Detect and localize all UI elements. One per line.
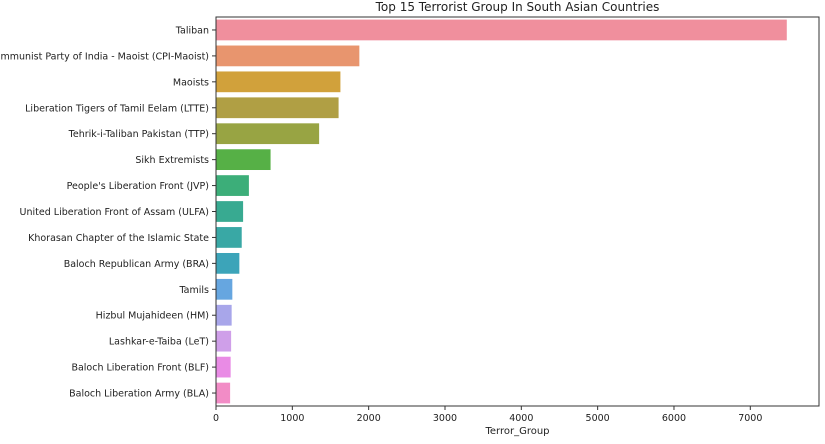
bar xyxy=(216,123,320,145)
y-tick-label: Lashkar-e-Taiba (LeT) xyxy=(109,337,209,348)
bar xyxy=(216,278,233,300)
chart-title: Top 15 Terrorist Group In South Asian Co… xyxy=(375,0,660,14)
y-tick-label: Baloch Liberation Front (BLF) xyxy=(71,363,209,374)
bar xyxy=(216,201,244,222)
bar xyxy=(216,382,231,404)
bar xyxy=(216,97,339,119)
bar xyxy=(216,71,341,93)
x-tick-label: 2000 xyxy=(357,413,381,424)
bar xyxy=(216,175,249,196)
bar xyxy=(216,356,231,378)
y-tick-label: Maoists xyxy=(173,77,209,88)
y-tick-label: Hizbul Mujahideen (HM) xyxy=(96,311,209,322)
x-tick-label: 6000 xyxy=(662,413,686,424)
y-tick-label: Khorasan Chapter of the Islamic State xyxy=(28,233,209,244)
bar xyxy=(216,227,242,248)
y-tick-label: Sikh Extremists xyxy=(135,155,209,166)
bar xyxy=(216,19,787,41)
y-tick-label: Liberation Tigers of Tamil Eelam (LTTE) xyxy=(25,103,209,114)
x-tick-label: 3000 xyxy=(433,413,457,424)
bar xyxy=(216,252,240,274)
y-tick-label: Communist Party of India - Maoist (CPI-M… xyxy=(0,51,209,62)
x-tick-label: 4000 xyxy=(509,413,533,424)
x-tick-label: 1000 xyxy=(280,413,304,424)
y-tick-label: United Liberation Front of Assam (ULFA) xyxy=(20,207,209,218)
y-tick-label: Baloch Republican Army (BRA) xyxy=(64,259,209,270)
x-tick-label: 0 xyxy=(213,413,219,424)
y-tick-label: People's Liberation Front (JVP) xyxy=(67,181,209,192)
x-tick-label: 5000 xyxy=(586,413,610,424)
x-tick-label: 7000 xyxy=(738,413,762,424)
bar xyxy=(216,45,360,67)
y-tick-label: Taliban xyxy=(175,25,209,36)
y-tick-label: Tamils xyxy=(178,285,209,296)
bar xyxy=(216,330,232,352)
bar xyxy=(216,304,232,326)
y-tick-label: Tehrik-i-Taliban Pakistan (TTP) xyxy=(68,129,209,140)
y-tick-label: Baloch Liberation Army (BLA) xyxy=(69,389,209,400)
bar xyxy=(216,149,271,171)
plot-frame xyxy=(215,16,820,407)
x-axis-label: Terror_Group xyxy=(485,426,550,437)
